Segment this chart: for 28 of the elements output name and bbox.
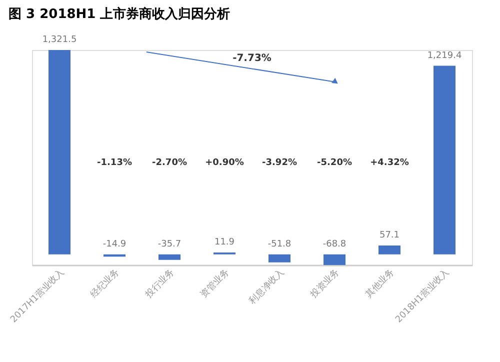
x-tick-label: 利息净收入 [246, 266, 287, 306]
annotation: -7.73% [232, 53, 272, 64]
data-label: -68.8 [322, 239, 346, 250]
data-label: 1,321.5 [42, 35, 77, 45]
data-label: -14.9 [102, 239, 126, 250]
data-label: 1,219.4 [427, 50, 462, 61]
annotation: +4.32% [370, 158, 409, 168]
x-tick-label: 资管业务 [198, 266, 232, 300]
x-tick-label: 其他业务 [363, 266, 397, 300]
bar [378, 246, 400, 254]
data-label: -35.7 [158, 239, 182, 250]
bar [158, 254, 180, 260]
annotation: -2.70% [152, 158, 187, 168]
annotation: -3.92% [262, 158, 297, 168]
bar [434, 66, 456, 254]
data-label: 11.9 [214, 238, 235, 248]
data-label: 57.1 [379, 230, 400, 241]
data-label: -51.8 [268, 239, 292, 250]
bar [48, 50, 70, 254]
x-tick-label: 经纪业务 [88, 266, 122, 300]
x-tick-label: 投行业务 [142, 266, 177, 301]
x-tick-label: 投资业务 [308, 266, 342, 301]
bar [324, 254, 346, 265]
bar [268, 254, 290, 262]
annotation: -5.20% [317, 158, 352, 168]
chart-title: 图 3 2018H1 上市券商收入归因分析 [8, 6, 230, 22]
annotation: +0.90% [205, 158, 244, 168]
annotation: -1.13% [97, 158, 132, 168]
